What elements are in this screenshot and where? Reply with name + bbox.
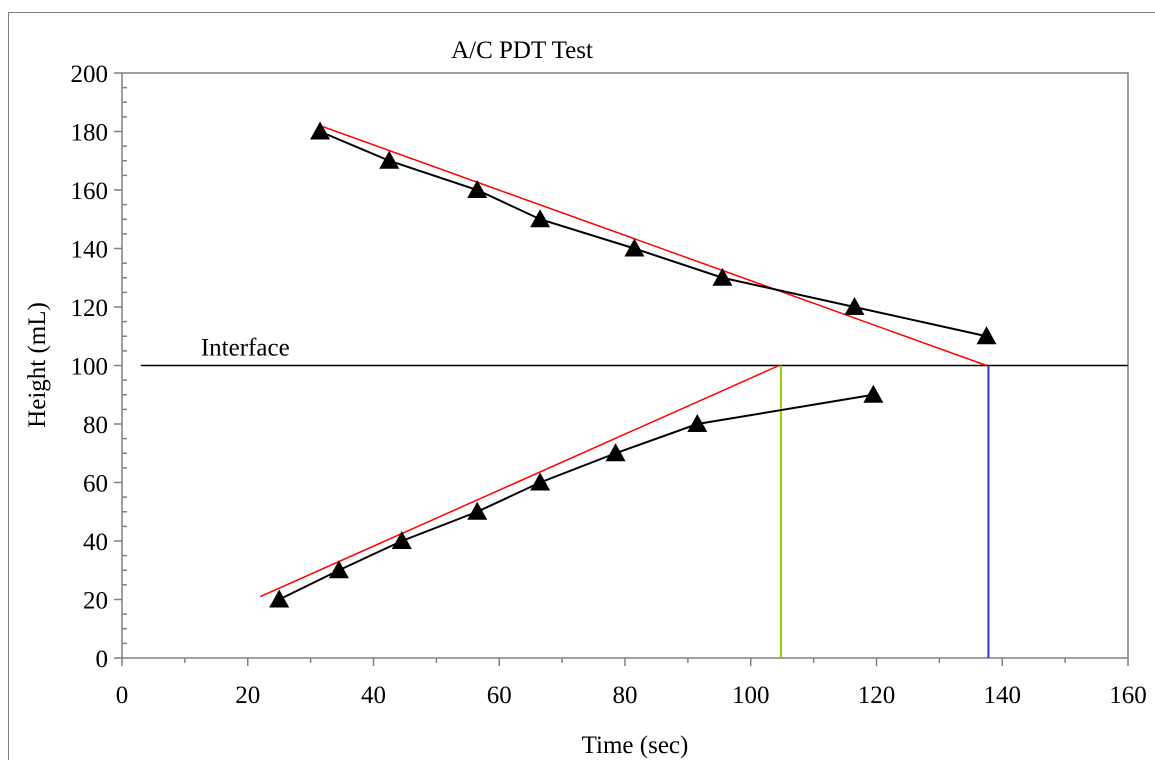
x-axis-title: Time (sec) [582,732,689,759]
x-tick-label: 40 [361,682,386,709]
series-2-point [329,560,349,578]
x-tick-label: 20 [235,682,260,709]
series-1-point [530,209,550,227]
series-2-point [269,590,289,608]
y-tick-label: 200 [71,61,109,88]
x-tick-label: 0 [116,682,129,709]
interface-label: Interface [201,335,290,362]
y-tick-label: 160 [71,178,109,205]
x-tick-label: 100 [732,682,770,709]
x-tick-label: 60 [487,682,512,709]
y-tick-label: 100 [71,354,109,381]
outer-border [9,13,1155,761]
x-tick-label: 80 [613,682,638,709]
x-tick-label: 160 [1109,682,1147,709]
y-tick-label: 120 [71,295,109,322]
y-axis-title: Height (mL) [24,302,51,428]
reference-lines [141,366,1128,659]
series-2-point [467,502,487,520]
series-1-point [467,180,487,198]
x-tick-label: 120 [858,682,896,709]
series-1-point [712,268,732,286]
y-tick-label: 180 [71,120,109,147]
series-2-point [863,385,883,403]
y-tick-label: 20 [83,588,108,615]
series-2-point [606,443,626,461]
fit-line [320,126,986,366]
series-2-line [279,395,873,600]
y-tick-label: 60 [83,471,108,498]
series-2-point [392,531,412,549]
chart-title: A/C PDT Test [451,37,593,64]
data-series [269,122,996,608]
y-tick-label: 80 [83,412,108,439]
y-tick-label: 40 [83,529,108,556]
axes: 0 20 40 60 80 100 120 140 160 0 20 40 60 80 100 120 140 1… [71,61,1147,709]
annotations: Interface [201,335,290,362]
fit-lines [260,126,986,597]
y-tick-label: 0 [96,646,109,673]
x-tick-label: 140 [984,682,1022,709]
y-tick-label: 140 [71,237,109,264]
series-1-point [310,122,330,140]
